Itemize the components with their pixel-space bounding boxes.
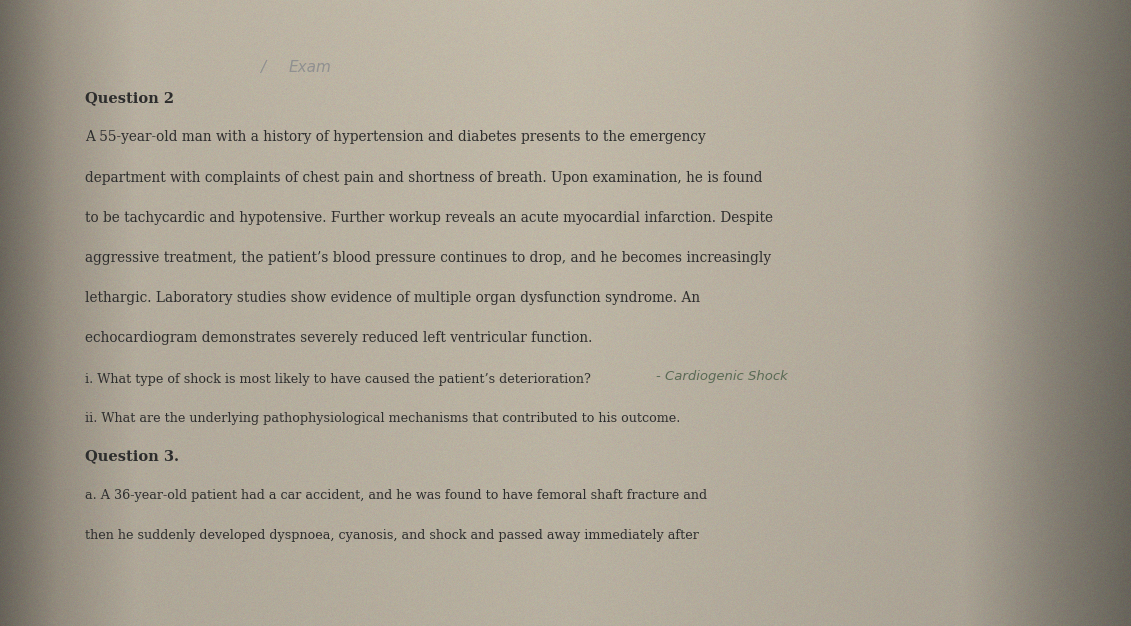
Text: Question 2: Question 2 [85, 91, 174, 106]
Text: then he suddenly developed dyspnoea, cyanosis, and shock and passed away immedia: then he suddenly developed dyspnoea, cya… [85, 530, 699, 542]
Text: department with complaints of chest pain and shortness of breath. Upon examinati: department with complaints of chest pain… [85, 171, 762, 185]
Text: Exam: Exam [288, 60, 331, 75]
Text: A 55-year-old man with a history of hypertension and diabetes presents to the em: A 55-year-old man with a history of hype… [85, 130, 706, 145]
Text: a. A 36-year-old patient had a car accident, and he was found to have femoral sh: a. A 36-year-old patient had a car accid… [85, 489, 707, 502]
Text: lethargic. Laboratory studies show evidence of multiple organ dysfunction syndro: lethargic. Laboratory studies show evide… [85, 291, 700, 305]
Text: aggressive treatment, the patient’s blood pressure continues to drop, and he bec: aggressive treatment, the patient’s bloo… [85, 251, 771, 265]
Text: to be tachycardic and hypotensive. Further workup reveals an acute myocardial in: to be tachycardic and hypotensive. Furth… [85, 211, 772, 225]
Text: i. What type of shock is most likely to have caused the patient’s deterioration?: i. What type of shock is most likely to … [85, 372, 590, 386]
Text: - Cardiogenic Shock: - Cardiogenic Shock [656, 369, 787, 382]
Text: /: / [260, 60, 266, 75]
Text: Question 3.: Question 3. [85, 449, 179, 463]
Text: ii. What are the underlying pathophysiological mechanisms that contributed to hi: ii. What are the underlying pathophysiol… [85, 411, 680, 424]
Text: echocardiogram demonstrates severely reduced left ventricular function.: echocardiogram demonstrates severely red… [85, 331, 593, 346]
